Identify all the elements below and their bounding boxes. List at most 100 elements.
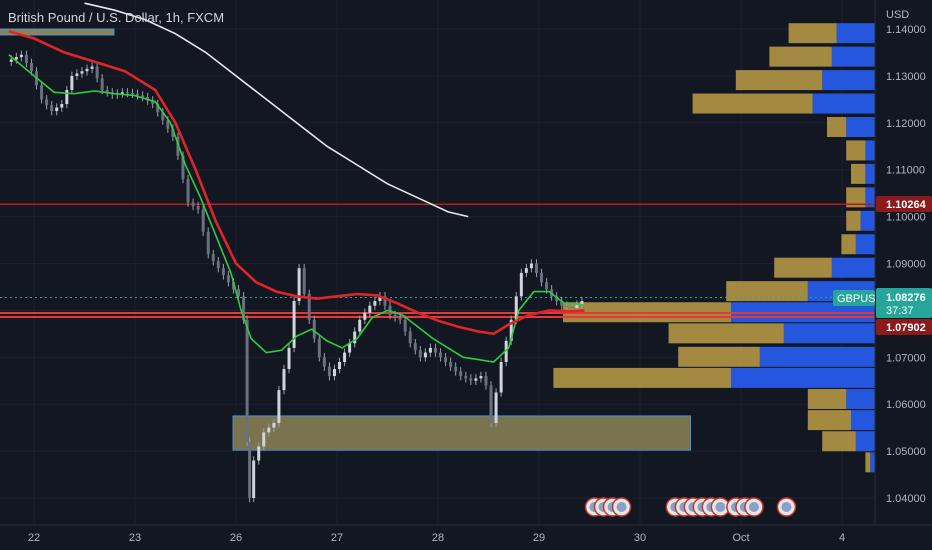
volume-bar-blue <box>822 70 875 91</box>
candle-body <box>70 75 74 90</box>
economic-events[interactable] <box>584 497 797 517</box>
candle-body <box>449 361 453 367</box>
candle-body <box>529 263 533 269</box>
candle-body <box>565 305 569 307</box>
volume-bar-gold <box>865 452 871 473</box>
time-tick-label: 28 <box>432 532 444 544</box>
candle-body <box>297 268 301 302</box>
candle-body <box>85 68 89 72</box>
candle-body <box>282 369 286 391</box>
price-tick-label: 1.05000 <box>886 446 926 458</box>
volume-bar-blue <box>846 116 875 137</box>
candle-body <box>156 104 160 113</box>
volume-bar-gold <box>827 116 847 137</box>
price-tick-label: 1.04000 <box>886 493 926 505</box>
candle-body <box>499 361 503 393</box>
time-axis[interactable]: 22 23 26 27 28 29 30 Oct 4 <box>28 532 845 544</box>
volume-bar-gold <box>692 93 813 114</box>
price-tick-label: 1.11000 <box>886 165 925 177</box>
candle-body <box>14 57 18 60</box>
event-flag-icon[interactable] <box>776 497 797 517</box>
candle-body <box>9 59 13 62</box>
volume-bar-blue <box>855 431 875 452</box>
event-flag-icon[interactable] <box>611 497 632 517</box>
time-tick-label: 27 <box>331 532 343 544</box>
candle-body <box>267 427 271 433</box>
volume-bar-gold <box>735 70 823 91</box>
volume-bar-blue <box>812 93 875 114</box>
volume-bar-gold <box>774 257 832 278</box>
candle-body <box>181 155 185 180</box>
candle-body <box>332 369 336 377</box>
candle-body <box>307 293 311 320</box>
candle-body <box>393 315 397 318</box>
candle-body <box>494 392 498 423</box>
candle-body <box>580 301 584 305</box>
candle-body <box>479 376 483 379</box>
time-tick-label: 4 <box>839 532 845 544</box>
candle-body <box>363 312 367 320</box>
candle-body <box>50 105 54 112</box>
volume-bar-blue <box>865 163 875 184</box>
candle-body <box>90 66 94 69</box>
horizontal-levels[interactable] <box>0 203 875 318</box>
volume-bar-blue <box>851 410 875 431</box>
candle-body <box>242 296 246 320</box>
candle-body <box>327 366 331 377</box>
demand-zone[interactable] <box>232 415 691 451</box>
volume-bar-blue <box>783 323 875 344</box>
volume-bar-gold <box>807 410 851 431</box>
candle-body <box>555 296 559 302</box>
volume-bar-blue <box>865 140 875 161</box>
candle-body <box>484 376 488 386</box>
candle-body <box>413 343 417 351</box>
candle-body <box>151 100 155 105</box>
candle-body <box>231 282 235 290</box>
candle-body <box>45 99 49 106</box>
volume-bar-blue <box>836 23 875 44</box>
event-flag-icon[interactable] <box>744 497 764 517</box>
time-tick-label: Oct <box>732 532 749 544</box>
candle-body <box>206 231 210 255</box>
candle-body <box>292 301 296 348</box>
volume-bar-blue <box>846 389 875 410</box>
volume-bar-gold <box>807 389 847 410</box>
volume-bar-gold <box>769 46 832 67</box>
candle-body <box>40 85 44 100</box>
time-axis-panel[interactable] <box>0 525 932 550</box>
moving-averages <box>8 2 585 363</box>
candle-body <box>252 460 256 498</box>
chart-title: British Pound / U.S. Dollar, 1h, FXCM <box>8 10 224 25</box>
candle-body <box>95 66 99 79</box>
volume-bar-gold <box>822 431 856 452</box>
time-tick-label: 23 <box>129 532 141 544</box>
slow-ma-line <box>8 30 585 336</box>
resistance-price-badge: 1.10264 <box>876 196 932 212</box>
candle-body <box>120 92 124 94</box>
candle-body <box>403 319 407 332</box>
candle-body <box>560 301 564 306</box>
candle-body <box>504 340 508 362</box>
candle-body <box>418 350 422 358</box>
price-tick-label: 1.13000 <box>886 71 926 83</box>
candle-body <box>262 432 266 447</box>
volume-bar-gold <box>851 163 866 184</box>
candle-body <box>524 268 528 273</box>
volume-bar-gold <box>841 234 856 255</box>
price-axis-panel[interactable] <box>875 0 932 525</box>
candle-body <box>19 54 23 58</box>
candle-body <box>317 338 321 358</box>
candle-body <box>141 95 145 98</box>
candle-body <box>171 128 175 137</box>
candle-body <box>368 305 372 313</box>
candle-body <box>211 254 215 262</box>
supply-zone[interactable] <box>0 28 115 36</box>
volume-bar-gold <box>846 187 866 208</box>
candle-body <box>534 263 538 273</box>
price-axis[interactable]: 1.14000 1.13000 1.12000 1.11000 1.10000 1.090… <box>886 24 926 505</box>
candle-body <box>398 317 402 320</box>
candle-body <box>130 93 134 95</box>
time-tick-label: 26 <box>230 532 242 544</box>
